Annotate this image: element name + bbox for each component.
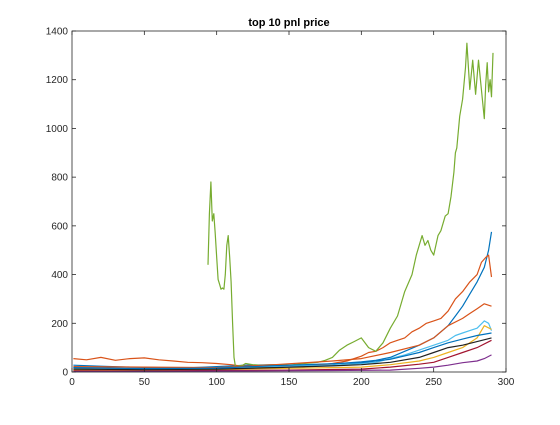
series-line-2 (73, 254, 493, 369)
y-tick-label: 200 (51, 319, 68, 330)
y-tick-label: 400 (51, 270, 68, 281)
plot-area-background (72, 31, 506, 372)
y-tick-label: 1200 (46, 75, 69, 86)
series-line-7 (73, 354, 492, 373)
x-tick-label: 300 (498, 377, 515, 388)
x-tick-label: 250 (425, 377, 442, 388)
axis-layer: 0 50 100 150 200 250 300 0 200 400 600 800 1000 1200 1… (46, 27, 515, 389)
y-tick-label: 800 (51, 173, 68, 184)
y-tick-label: 1000 (46, 124, 69, 135)
y-tick-label: 1400 (46, 27, 69, 38)
chart-title: top 10 pnl price (248, 17, 329, 29)
series-line-6 (73, 339, 492, 372)
y-tick-label: 0 (62, 368, 68, 379)
series-line-3 (207, 42, 494, 368)
y-tick-label: 600 (51, 221, 68, 232)
x-tick-label: 200 (353, 377, 370, 388)
x-tick-label: 100 (208, 377, 225, 388)
x-tick-label: 0 (69, 377, 75, 388)
series-line-9 (73, 303, 492, 369)
x-tick-label: 150 (281, 377, 298, 388)
x-tick-label: 50 (139, 377, 151, 388)
